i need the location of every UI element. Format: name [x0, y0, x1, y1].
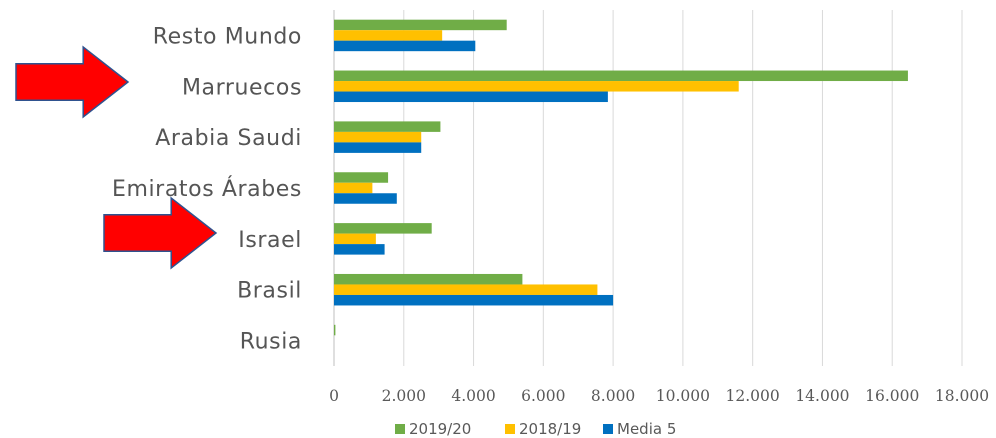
legend-swatch-media-5: [603, 424, 613, 434]
category-label-israel: Israel: [238, 228, 302, 253]
category-labels: Resto Mundo Marruecos Arabia Saudi Emiratos…: [112, 24, 302, 355]
arrow-icon-israel: [103, 196, 218, 270]
gridlines: [333, 10, 963, 366]
bar-resto-mundo-2018-19: [334, 30, 443, 41]
category-label-brasil: Brasil: [237, 279, 302, 304]
bar-marruecos-media-5: [334, 91, 608, 103]
bar-brasil-media-5: [334, 294, 614, 306]
arrow-icon-marruecos: [15, 45, 130, 119]
x-tick-label: 8.000: [591, 387, 635, 405]
bar-marruecos-2018-19: [334, 81, 739, 92]
bars: [334, 19, 908, 336]
bar-israel-2018-19: [334, 233, 376, 245]
bar-resto-mundo-2019-20: [334, 19, 507, 31]
legend-swatch-2018-19: [505, 424, 515, 434]
x-tick-label: 6.000: [521, 387, 565, 405]
bar-emiratos-arabes-2018-19: [334, 182, 373, 194]
bar-marruecos-2019-20: [334, 70, 908, 82]
legend-swatch-2019-20: [395, 424, 405, 434]
bar-arabia-saudi-2018-19: [334, 131, 422, 143]
category-label-marruecos: Marruecos: [182, 75, 302, 100]
legend-label-media-5: Media 5: [617, 420, 676, 438]
legend-label-2019-20: 2019/20: [409, 420, 471, 438]
bar-israel-2019-20: [334, 223, 432, 234]
bar-brasil-2018-19: [334, 284, 598, 295]
bar-emiratos-arabes-media-5: [334, 193, 397, 204]
bar-brasil-2019-20: [334, 273, 523, 285]
category-label-rusia: Rusia: [240, 330, 302, 355]
x-tick-label: 16.000: [865, 387, 919, 405]
bar-israel-media-5: [334, 244, 385, 255]
x-tick-label: 12.000: [726, 387, 780, 405]
bar-resto-mundo-media-5: [334, 40, 476, 52]
x-tick-label: 2.000: [382, 387, 426, 405]
x-tick-label: 0: [329, 387, 339, 405]
annotation-arrows: [15, 45, 218, 270]
bar-arabia-saudi-2019-20: [334, 121, 441, 132]
legend-label-2018-19: 2018/19: [519, 420, 581, 438]
x-axis-ticks: 0 2.000 4.000 6.000 8.000 10.000 12.000 14.000 1…: [329, 387, 989, 405]
x-tick-label: 14.000: [795, 387, 849, 405]
bar-emiratos-arabes-2019-20: [334, 172, 389, 183]
category-label-emiratos-arabes: Emiratos Árabes: [112, 176, 302, 202]
legend: 2019/20 2018/19 Media 5: [395, 420, 676, 438]
x-tick-label: 4.000: [451, 387, 495, 405]
bar-arabia-saudi-media-5: [334, 142, 422, 153]
x-tick-label: 18.000: [935, 387, 989, 405]
bar-rusia-2019-20: [334, 324, 336, 336]
category-label-resto-mundo: Resto Mundo: [153, 24, 302, 49]
x-tick-label: 10.000: [656, 387, 710, 405]
category-label-arabia-saudi: Arabia Saudi: [155, 126, 302, 151]
